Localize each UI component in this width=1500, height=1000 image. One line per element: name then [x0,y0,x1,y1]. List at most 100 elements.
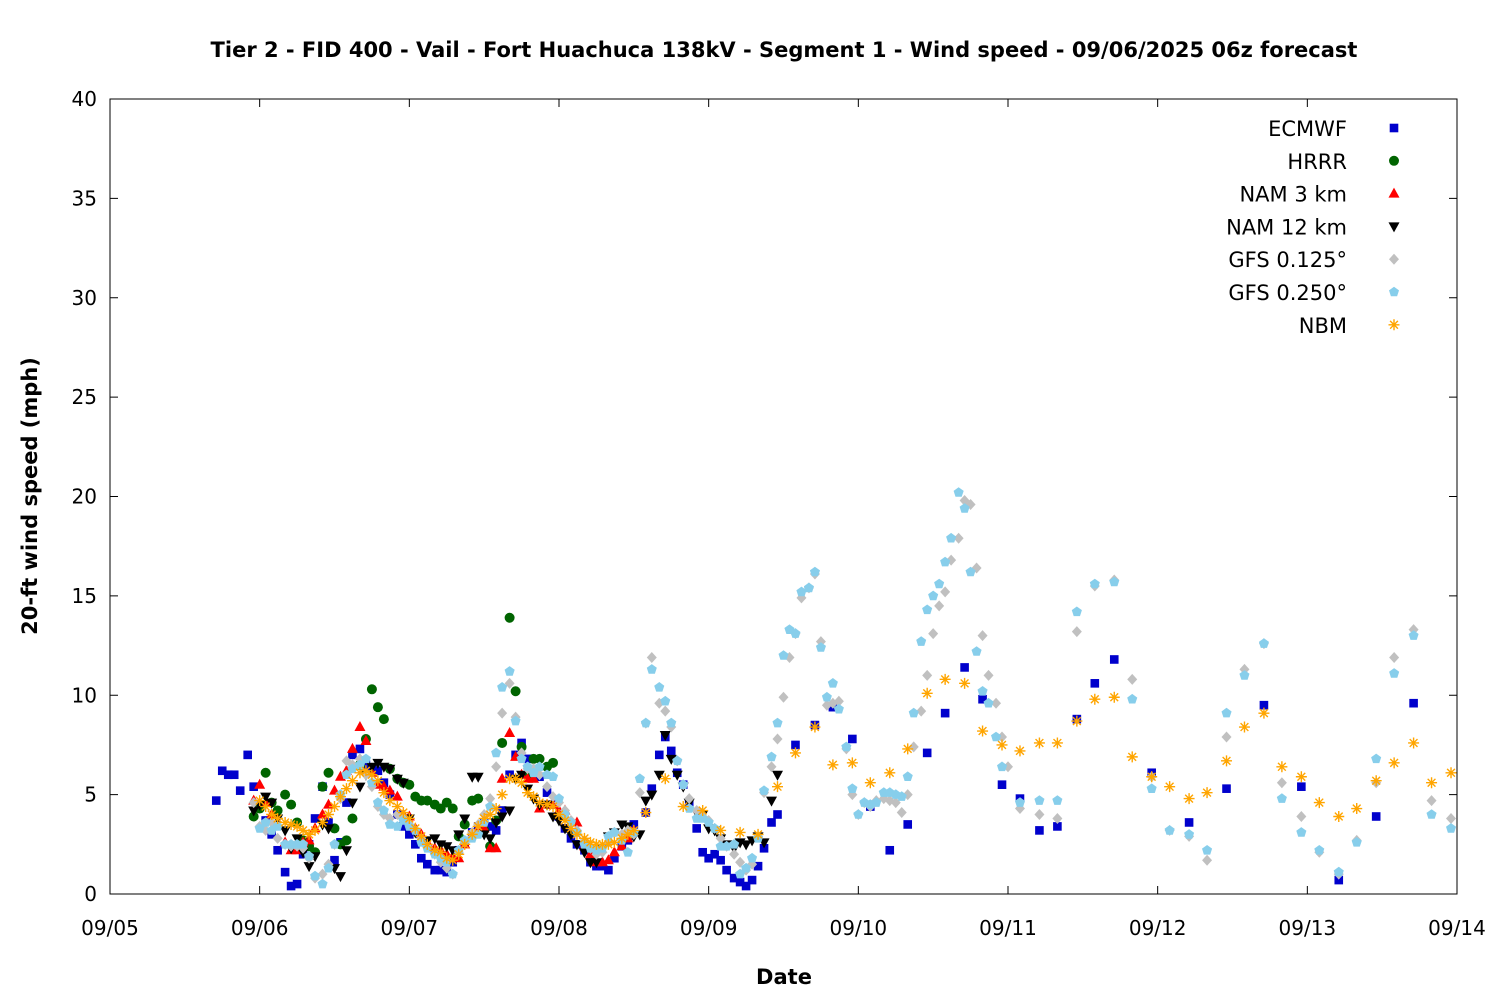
data-point-ecmwf [1184,818,1194,827]
data-point-nbm [1313,797,1325,809]
data-point-hrrr [286,799,297,810]
legend-label-gfs-0-125: GFS 0.125° [1228,248,1347,272]
legend-marker-gfs-0-125 [1389,253,1399,265]
data-point-nam-3-km [391,790,403,801]
data-point-nam-3-km [346,742,358,753]
data-point-nbm [640,807,652,819]
data-point-gfs-0-125 [1276,777,1287,789]
data-point-nbm [447,854,459,866]
data-point-ecmwf [960,663,969,672]
data-point-nbm [659,773,671,785]
data-point-gfs-0-250 [317,878,328,889]
data-point-gfs-0-250 [548,771,559,781]
data-point-ecmwf [422,859,432,869]
data-point-nam-12-km [340,846,352,857]
x-tick-label: 09/09 [680,916,738,940]
data-point-ecmwf [405,830,414,839]
data-point-ecmwf [604,865,613,875]
data-point-nbm [1276,761,1288,773]
data-point-gfs-0-125 [684,793,695,805]
data-point-nam-12-km [459,814,471,825]
data-point-nbm [1221,755,1233,767]
data-point-gfs-0-250 [1127,693,1138,704]
data-point-gfs-0-125 [646,651,657,663]
data-point-gfs-0-250 [747,852,758,863]
data-point-ecmwf [361,760,371,770]
legend: ECMWF HRRR NAM 3 km NAM 12 km GFS 0.125° GFS … [1226,117,1400,338]
data-point-gfs-0-250 [554,793,564,803]
data-point-nbm [789,747,801,759]
data-point-nbm [354,767,366,779]
data-point-ecmwf [355,744,365,754]
data-point-ecmwf [491,826,501,835]
data-point-hrrr [422,795,433,806]
data-point-nbm [391,801,403,813]
data-point-nam-12-km [441,842,453,853]
data-point-gfs-0-250 [790,628,801,638]
data-point-nbm [578,832,590,844]
data-point-gfs-0-125 [991,697,1002,709]
data-point-ecmwf [647,784,657,793]
data-point-ecmwf [292,879,302,889]
x-tick-label: 09/07 [381,916,439,940]
data-point-nbm [478,812,490,824]
data-point-ecmwf [747,875,757,885]
data-point-ecmwf [373,766,383,776]
data-point-gfs-0-250 [272,821,283,831]
data-point-gfs-0-125 [1052,812,1063,824]
x-tick-label: 09/14 [1428,916,1486,940]
data-point-nbm [1108,691,1120,703]
data-point-nbm [459,838,471,850]
data-point-nam-3-km [254,778,266,789]
data-point-nbm [272,812,284,824]
data-point-ecmwf [610,853,619,863]
data-point-gfs-0-250 [260,817,271,827]
data-point-nbm [921,687,933,699]
data-point-gfs-0-250 [1371,753,1382,764]
data-point-nbm [528,791,540,803]
data-point-gfs-0-125 [1071,626,1082,638]
data-point-ecmwf [523,754,532,764]
data-point-gfs-0-250 [741,862,752,873]
data-point-nbm [1126,751,1138,763]
data-point-nbm [403,812,415,824]
data-point-gfs-0-250 [766,751,777,762]
data-point-gfs-0-250 [815,642,826,652]
data-point-nam-12-km [323,824,335,835]
data-point-nbm [1408,737,1420,749]
data-point-nbm [715,824,727,836]
data-point-ecmwf [417,853,426,863]
data-point-gfs-0-250 [384,819,395,829]
data-point-gfs-0-250 [298,839,309,849]
data-point-gfs-0-250 [304,850,315,861]
data-point-nbm [977,725,989,737]
data-point-nbm [254,795,266,807]
data-point-nbm [397,807,409,819]
data-point-gfs-0-125 [983,669,994,681]
data-point-nam-12-km [659,731,671,741]
data-point-nbm [510,773,522,785]
data-point-ecmwf [767,818,776,827]
data-point-ecmwf [1222,784,1231,793]
data-point-hrrr [447,803,458,814]
data-point-gfs-0-250 [853,809,864,819]
data-point-gfs-0-250 [640,717,651,728]
data-point-hrrr [473,793,484,804]
data-point-nam-3-km [378,780,390,791]
data-point-nam-12-km [429,834,441,845]
legend-label-hrrr: HRRR [1287,150,1347,174]
data-point-nbm [1258,707,1270,719]
data-point-gfs-0-250 [1146,783,1157,793]
data-point-gfs-0-250 [908,707,919,718]
data-point-gfs-0-250 [871,797,882,807]
data-point-ecmwf [280,867,290,877]
data-point-gfs-0-250 [1276,793,1287,803]
data-point-nam-12-km [671,770,683,781]
data-point-nbm [285,818,297,830]
data-point-nbm [309,824,321,836]
plot-frame [109,98,1458,895]
data-point-nbm [1201,787,1213,799]
data-point-nam-12-km [553,816,565,827]
data-point-nbm [1014,745,1026,757]
